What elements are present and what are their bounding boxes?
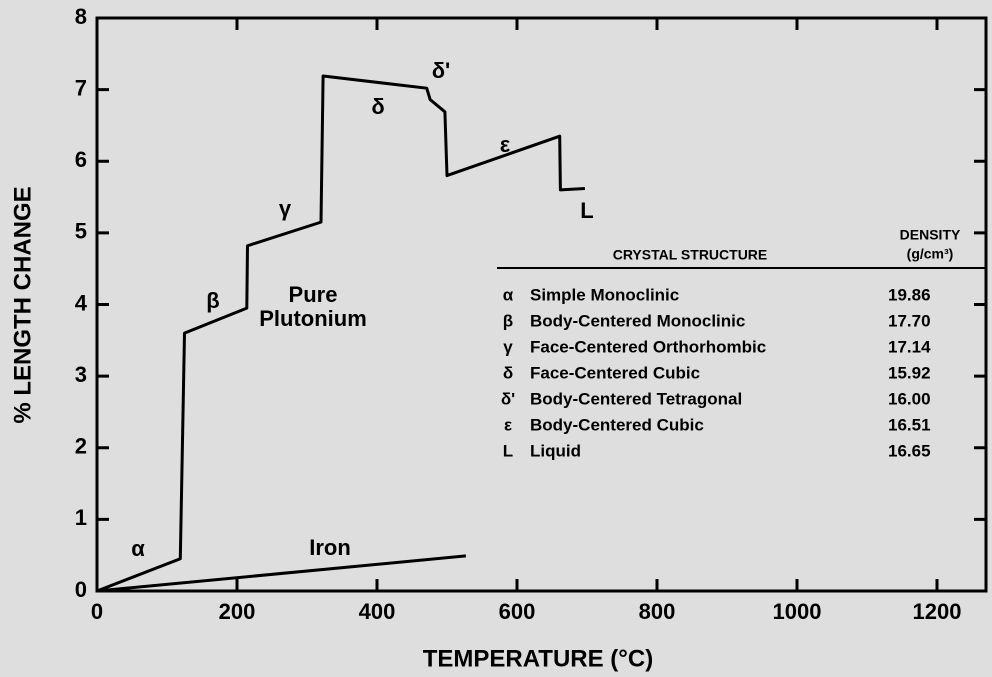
table-density: 16.65 — [888, 441, 931, 460]
y-axis-label: % LENGTH CHANGE — [9, 186, 36, 423]
table-symbol: δ — [503, 363, 513, 382]
y-tick-label: 7 — [75, 75, 87, 100]
table-structure: Simple Monoclinic — [530, 285, 679, 304]
x-tick-label: 0 — [91, 599, 103, 624]
x-axis-label: TEMPERATURE (°C) — [423, 645, 653, 672]
phase-label: β — [206, 288, 219, 313]
series-line — [96, 554, 467, 593]
y-tick-label: 8 — [75, 4, 87, 29]
x-tick-label: 1000 — [773, 599, 822, 624]
table-symbol: α — [503, 285, 514, 304]
y-tick-label: 0 — [75, 577, 87, 602]
table-symbol: γ — [503, 337, 513, 356]
table-symbol: L — [503, 441, 513, 460]
table-density: 16.51 — [888, 415, 931, 434]
phase-label: δ — [371, 94, 384, 119]
table-structure: Body-Centered Monoclinic — [530, 311, 745, 330]
table-structure: Body-Centered Tetragonal — [530, 389, 742, 408]
table-structure: Face-Centered Cubic — [530, 363, 700, 382]
y-tick-label: 3 — [75, 362, 87, 387]
table-header: (g/cm³) — [907, 246, 954, 262]
table-symbol: δ' — [501, 389, 515, 408]
table-density: 15.92 — [888, 363, 931, 382]
x-tick-label: 600 — [499, 599, 536, 624]
phase-label: α — [131, 536, 145, 561]
series-label: Iron — [309, 535, 351, 560]
x-tick-label: 200 — [219, 599, 256, 624]
table-structure: Liquid — [530, 441, 581, 460]
y-tick-label: 4 — [75, 290, 88, 315]
y-tick-label: 6 — [75, 147, 87, 172]
x-tick-label: 800 — [639, 599, 676, 624]
table-symbol: ε — [504, 415, 512, 434]
series-line — [96, 74, 585, 593]
y-tick-label: 1 — [75, 505, 87, 530]
table-density: 17.14 — [888, 337, 931, 356]
y-tick-label: 5 — [75, 219, 87, 244]
plot-frame — [95, 16, 988, 593]
x-tick-label: 1200 — [913, 599, 962, 624]
phase-label: L — [580, 198, 593, 223]
table-header: CRYSTAL STRUCTURE — [613, 247, 768, 263]
phase-label: γ — [279, 196, 292, 221]
table-density: 16.00 — [888, 389, 931, 408]
y-tick-label: 2 — [75, 434, 87, 459]
series-label: Pure Plutonium — [259, 282, 367, 331]
table-structure: Body-Centered Cubic — [530, 415, 704, 434]
phase-label: ε — [500, 132, 511, 157]
table-structure: Face-Centered Orthorhombic — [530, 337, 766, 356]
table-density: 19.86 — [888, 285, 931, 304]
table-header: DENSITY — [900, 227, 961, 243]
phase-label: δ' — [432, 58, 451, 83]
x-tick-label: 400 — [359, 599, 396, 624]
table-symbol: β — [503, 311, 513, 330]
table-density: 17.70 — [888, 311, 931, 330]
